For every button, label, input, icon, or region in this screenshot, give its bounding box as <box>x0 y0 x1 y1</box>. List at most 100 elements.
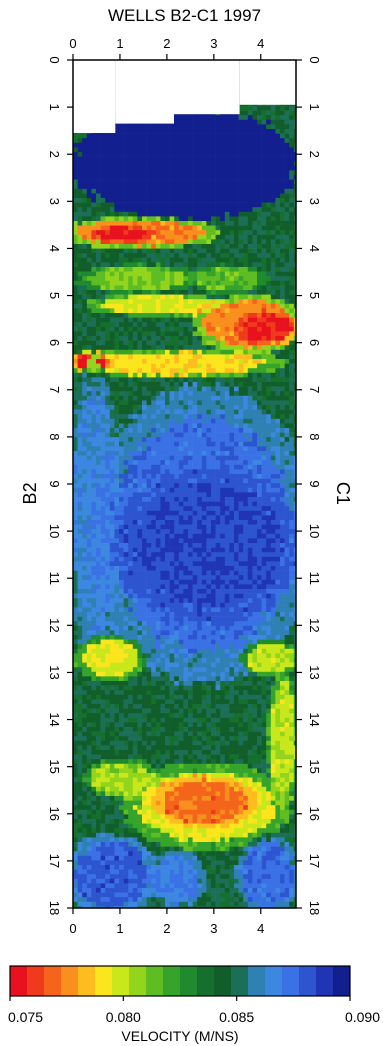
heatmap-cell <box>188 451 193 456</box>
heatmap-cell <box>229 460 235 466</box>
heatmap-cell <box>270 133 276 139</box>
heatmap-cell <box>252 156 258 162</box>
heatmap-cell <box>91 487 97 493</box>
heatmap-cell <box>215 188 221 194</box>
heatmap-cell <box>201 248 207 254</box>
heatmap-cell <box>192 349 198 355</box>
heatmap-cell <box>257 313 262 318</box>
heatmap-cell <box>183 455 189 461</box>
heatmap-cell <box>270 423 276 429</box>
heatmap-cell <box>146 501 152 507</box>
heatmap-cell <box>257 322 262 328</box>
heatmap-cell <box>165 184 170 190</box>
heatmap-cell <box>137 211 143 217</box>
heatmap-cell <box>86 271 92 277</box>
heatmap-cell <box>132 239 138 245</box>
heatmap-cell <box>86 405 92 410</box>
heatmap-cell <box>146 455 152 461</box>
heatmap-cell <box>165 520 170 525</box>
heatmap-cell <box>252 152 258 157</box>
heatmap-cell <box>86 184 92 190</box>
heatmap-cell <box>238 248 244 254</box>
heatmap-cell <box>280 294 285 300</box>
heatmap-cell <box>137 455 143 461</box>
heatmap-cell <box>109 336 115 341</box>
heatmap-cell <box>252 395 258 401</box>
heatmap-cell <box>280 400 285 406</box>
heatmap-cell <box>192 428 198 433</box>
heatmap-cell <box>206 414 212 420</box>
heatmap-cell <box>215 152 221 157</box>
heatmap-cell <box>169 147 175 153</box>
heatmap-cell <box>155 441 161 447</box>
heatmap-cell <box>142 253 147 259</box>
heatmap-cell <box>137 487 143 493</box>
heatmap-cell <box>211 138 216 144</box>
heatmap-cell <box>109 340 115 346</box>
heatmap-cell <box>183 451 189 456</box>
heatmap-cell <box>105 326 111 332</box>
heatmap-cell <box>252 487 258 493</box>
heatmap-cell <box>261 446 267 452</box>
heatmap-cell <box>224 405 230 410</box>
heatmap-cell <box>289 359 295 364</box>
heatmap-cell <box>266 216 272 222</box>
heatmap-cell <box>289 303 295 309</box>
heatmap-cell <box>119 216 124 222</box>
heatmap-cell <box>247 299 253 305</box>
heatmap-cell <box>201 386 207 392</box>
heatmap-cell <box>220 161 226 167</box>
heatmap-cell <box>73 276 78 282</box>
heatmap-cell <box>165 515 170 521</box>
heatmap-cell <box>86 216 92 222</box>
heatmap-cell <box>146 400 152 406</box>
heatmap-cell <box>132 253 138 259</box>
heatmap-cell <box>132 349 138 355</box>
heatmap-cell <box>178 441 184 447</box>
heatmap-cell <box>234 400 239 406</box>
heatmap-cell <box>178 386 184 392</box>
heatmap-cell <box>137 179 143 185</box>
heatmap-cell <box>174 294 180 300</box>
heatmap-cell <box>243 129 249 134</box>
heatmap-cell <box>211 253 216 259</box>
heatmap-cell <box>275 276 281 282</box>
heatmap-cell <box>206 322 212 328</box>
heatmap-cell <box>188 211 193 217</box>
heatmap-cell <box>215 179 221 185</box>
heatmap-cell <box>77 363 83 369</box>
heatmap-cell <box>96 138 101 144</box>
heatmap-cell <box>224 469 230 475</box>
heatmap-cell <box>261 349 267 355</box>
heatmap-cell <box>73 418 78 424</box>
heatmap-cell <box>160 515 166 521</box>
heatmap-cell <box>151 175 157 180</box>
heatmap-cell <box>169 138 175 144</box>
heatmap-cell <box>114 418 120 424</box>
heatmap-cell <box>224 414 230 420</box>
heatmap-cell <box>73 492 78 498</box>
heatmap-cell <box>160 193 166 199</box>
heatmap-cell <box>96 437 101 443</box>
heatmap-cell <box>234 124 239 130</box>
heatmap-cell <box>284 400 290 406</box>
heatmap-cell <box>247 386 253 392</box>
heatmap-cell <box>174 446 180 452</box>
heatmap-cell <box>151 497 157 502</box>
heatmap-cell <box>82 377 88 383</box>
heatmap-cell <box>155 322 161 328</box>
heatmap-cell <box>224 451 230 456</box>
heatmap-cell <box>201 326 207 332</box>
heatmap-cell <box>146 469 152 475</box>
heatmap-cell <box>96 382 101 387</box>
heatmap-cell <box>197 405 203 410</box>
heatmap-cell <box>100 133 106 139</box>
heatmap-cell <box>96 359 101 364</box>
heatmap-cell <box>261 451 267 456</box>
heatmap-cell <box>192 115 198 121</box>
heatmap-cell <box>275 336 281 341</box>
heatmap-cell <box>100 290 106 295</box>
heatmap-cell <box>73 175 78 180</box>
heatmap-cell <box>146 520 152 525</box>
heatmap-cell <box>178 451 184 456</box>
